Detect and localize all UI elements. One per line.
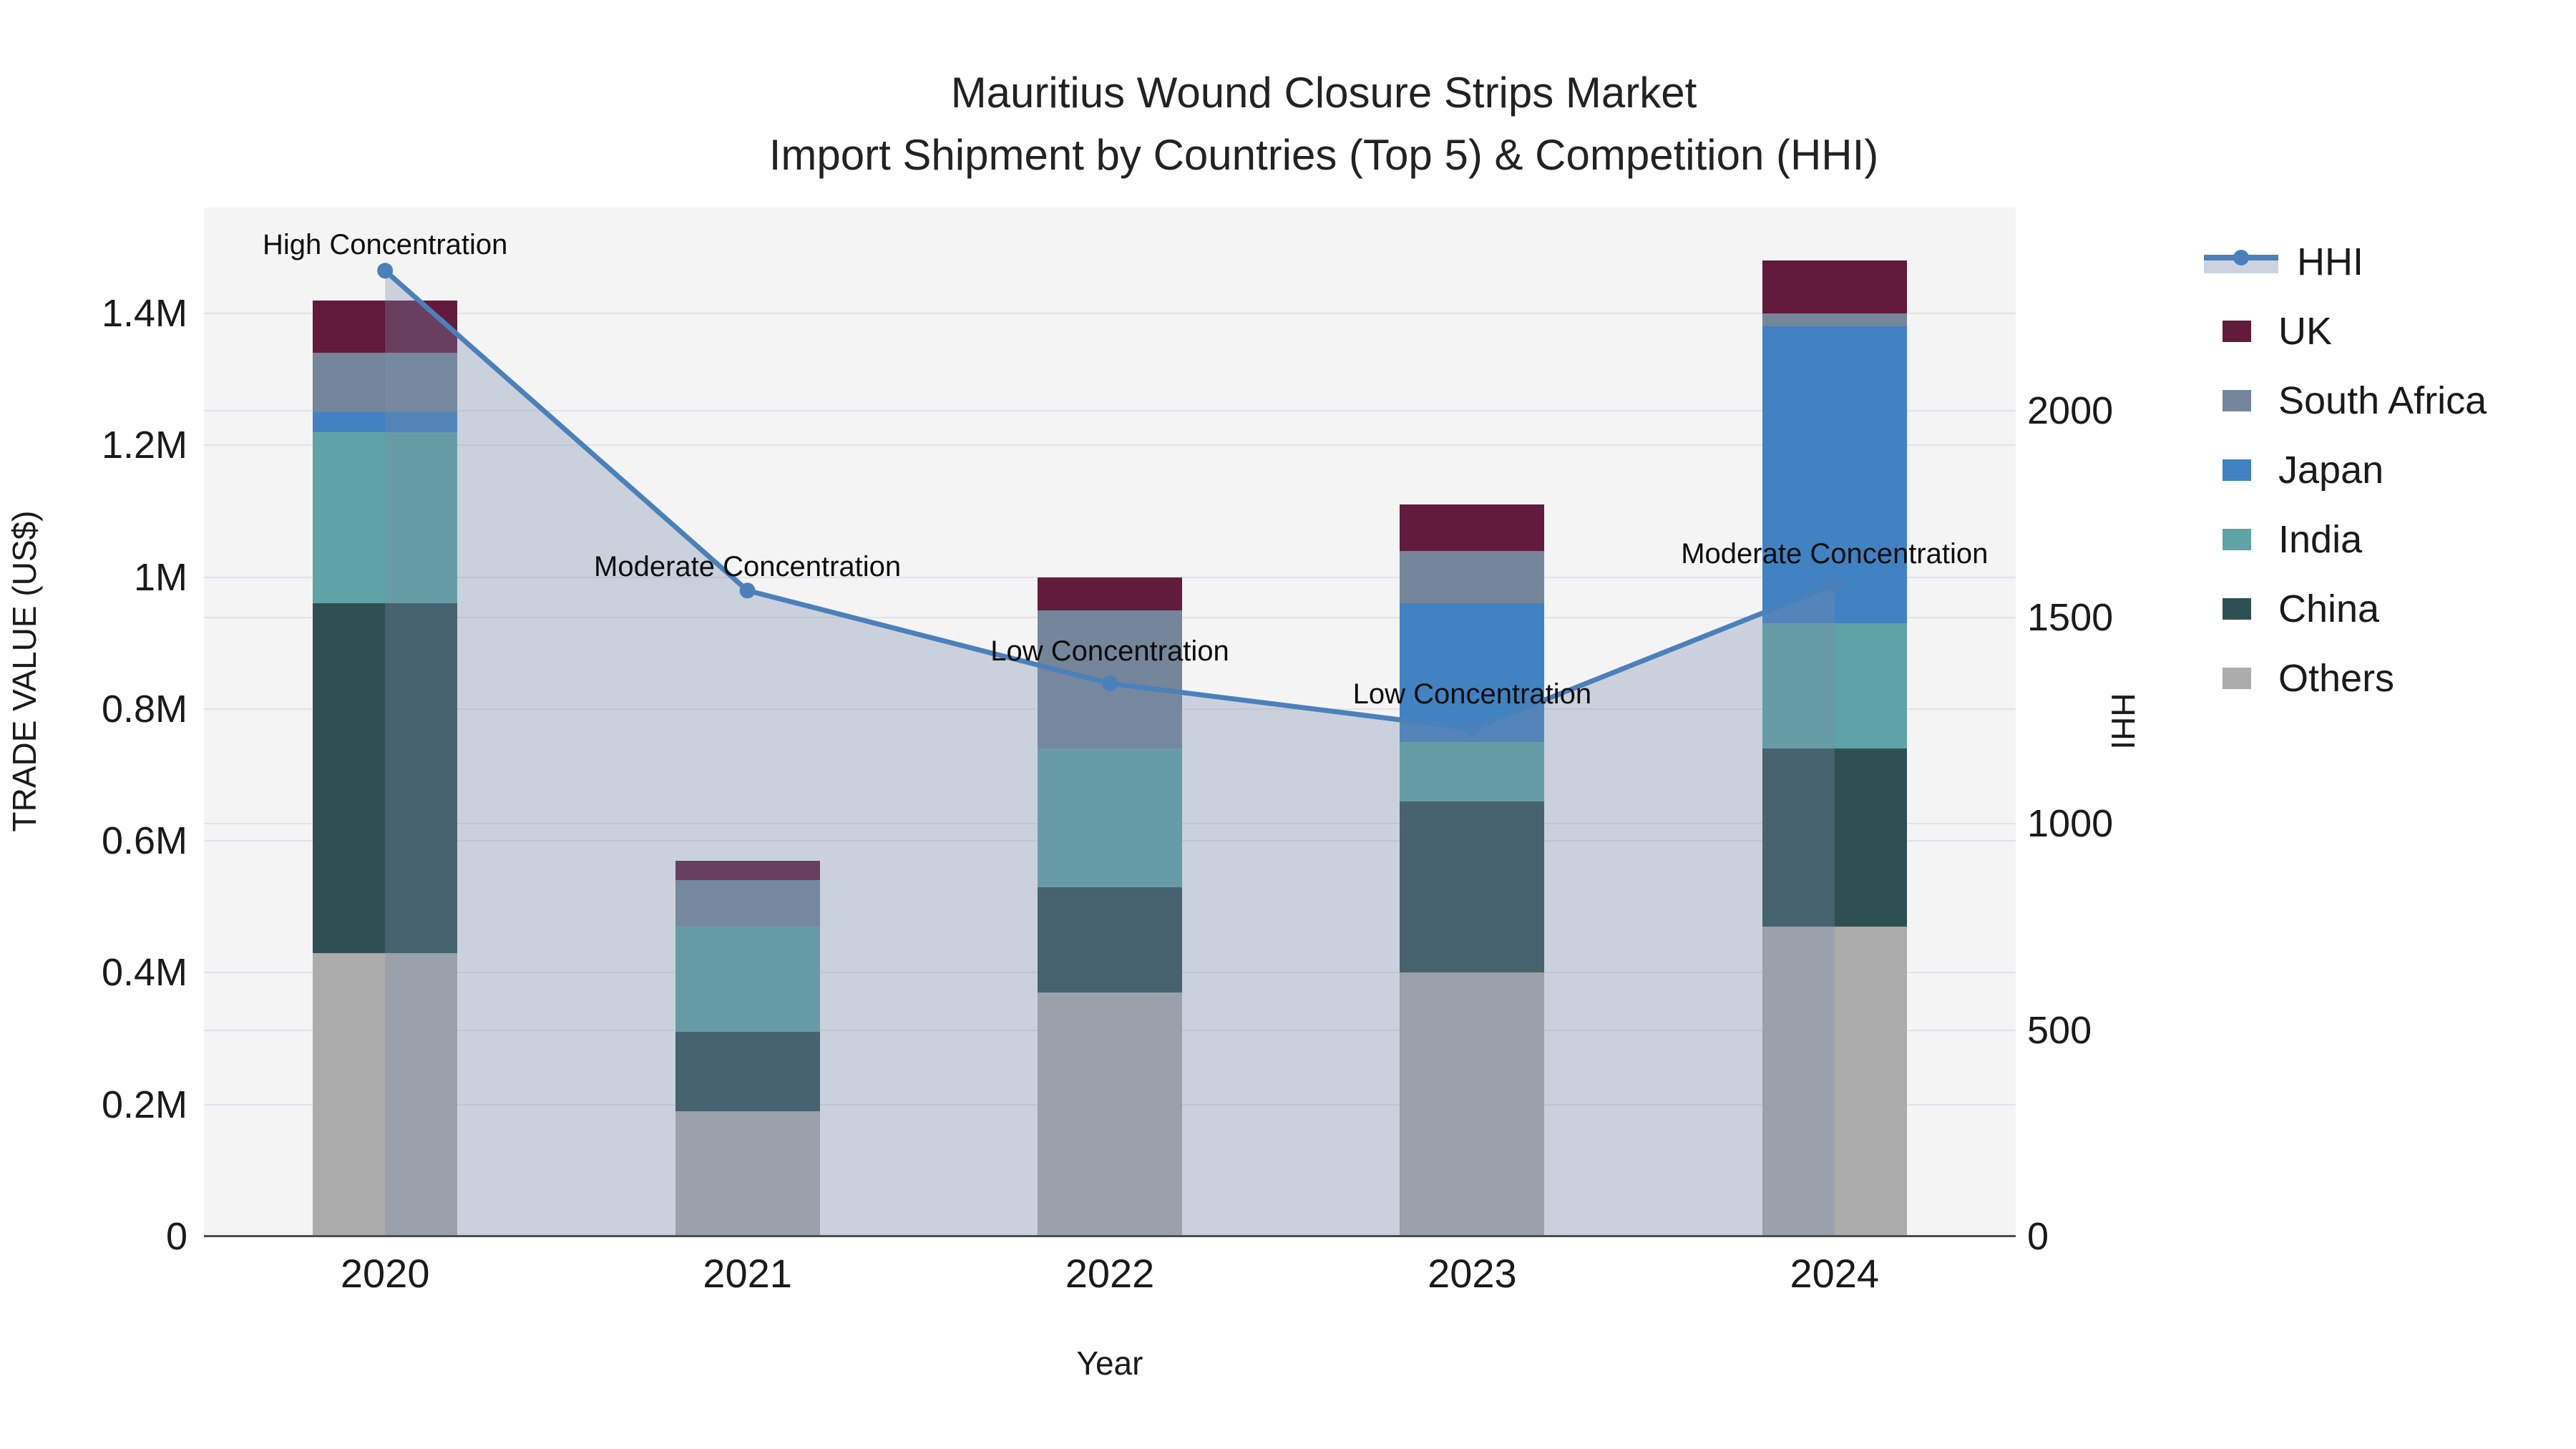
x-tick-2022: 2022 (1065, 1251, 1155, 1296)
bar-segment-others-2020[interactable] (313, 952, 458, 1236)
legend-swatch-icon (2223, 668, 2251, 689)
annotation-2023: Low Concentration (1352, 678, 1592, 711)
legend-swatch-icon (2223, 321, 2251, 342)
y-tick-left: 0.8M (101, 687, 187, 731)
legend-item-india[interactable]: India (2204, 514, 2362, 565)
hhi-line-legend-icon (2204, 246, 2278, 278)
y-tick-left: 1.2M (101, 424, 187, 467)
bar-segment-others-2022[interactable] (1038, 992, 1182, 1236)
bar-segment-others-2024[interactable] (1762, 926, 1907, 1236)
y-tick-right: 2000 (2027, 389, 2114, 433)
bar-segment-others-2021[interactable] (675, 1111, 820, 1236)
chart-subtitle: Import Shipment by Countries (Top 5) & C… (769, 131, 1879, 179)
bar-segment-others-2023[interactable] (1400, 972, 1545, 1236)
y-axis-left-title: TRADE VALUE (US$) (6, 510, 43, 832)
legend-swatch-icon (2223, 459, 2251, 481)
legend-swatch-icon (2223, 529, 2251, 550)
x-tick-2021: 2021 (703, 1251, 792, 1296)
annotation-2024: Moderate Concentration (1681, 538, 1989, 570)
legend-label: India (2278, 518, 2363, 561)
x-axis-title: Year (1076, 1345, 1143, 1382)
hhi-marker-2020[interactable] (377, 263, 394, 279)
y-tick-right: 1000 (2027, 802, 2114, 846)
y-tick-right: 0 (2027, 1215, 2049, 1258)
legend-item-hhi[interactable]: HHI (2204, 237, 2363, 287)
bar-segment-uk-2022[interactable] (1038, 577, 1182, 610)
y-tick-left: 0.4M (101, 951, 187, 995)
annotation-2022: Low Concentration (990, 635, 1229, 667)
legend-item-south-africa[interactable]: South Africa (2204, 376, 2487, 426)
bar-segment-uk-2024[interactable] (1762, 260, 1907, 314)
legend-label: Japan (2278, 449, 2384, 492)
legend-item-china[interactable]: China (2204, 584, 2379, 634)
y-tick-right: 500 (2027, 1008, 2092, 1052)
annotation-2021: Moderate Concentration (594, 550, 902, 582)
hhi-area-fill (385, 270, 1835, 1237)
bar-segment-china-2022[interactable] (1038, 887, 1182, 993)
hhi-marker-2022[interactable] (1102, 675, 1118, 692)
x-tick-2020: 2020 (340, 1251, 430, 1296)
x-tick-2023: 2023 (1428, 1251, 1517, 1296)
hhi-marker-2023[interactable] (1464, 721, 1480, 737)
hhi-marker-2024[interactable] (1826, 576, 1843, 592)
legend-label: UK (2278, 310, 2333, 353)
legend-item-others[interactable]: Others (2204, 653, 2394, 703)
legend-swatch-icon (2223, 390, 2251, 411)
legend-label: HHI (2297, 240, 2363, 283)
y-tick-left: 0 (165, 1215, 187, 1258)
y-tick-left: 1.4M (101, 292, 187, 336)
bar-segment-japan-2020[interactable] (313, 412, 458, 432)
bar-segment-china-2024[interactable] (1762, 748, 1907, 927)
gridline (204, 410, 2016, 412)
bar-segment-china-2020[interactable] (313, 603, 458, 953)
bar-segment-south-africa-2024[interactable] (1762, 313, 1907, 327)
y-tick-left: 0.2M (101, 1083, 187, 1126)
y-tick-right: 1500 (2027, 595, 2114, 639)
legend-label: South Africa (2278, 379, 2487, 422)
bar-segment-india-2021[interactable] (675, 926, 820, 1033)
hhi-marker-2021[interactable] (739, 582, 756, 599)
x-tick-2024: 2024 (1790, 1251, 1880, 1296)
bar-segment-china-2023[interactable] (1400, 801, 1545, 973)
y-axis-right-title: HHI (2104, 693, 2142, 750)
legend-item-japan[interactable]: Japan (2204, 445, 2384, 495)
bar-segment-japan-2023[interactable] (1400, 603, 1545, 742)
bar-segment-south-africa-2023[interactable] (1400, 550, 1545, 604)
y-tick-left: 1M (133, 555, 187, 599)
bar-segment-uk-2023[interactable] (1400, 504, 1545, 551)
bar-segment-south-africa-2021[interactable] (675, 880, 820, 927)
bar-segment-india-2022[interactable] (1038, 748, 1182, 887)
bar-segment-india-2020[interactable] (313, 431, 458, 604)
bar-segment-south-africa-2020[interactable] (313, 353, 458, 413)
bar-segment-china-2021[interactable] (675, 1032, 820, 1111)
bar-segment-india-2023[interactable] (1400, 741, 1545, 801)
gridline (204, 444, 2016, 447)
bar-segment-india-2024[interactable] (1762, 623, 1907, 749)
bar-segment-japan-2024[interactable] (1762, 326, 1907, 624)
legend-item-uk[interactable]: UK (2204, 306, 2332, 356)
legend-label: China (2278, 587, 2380, 630)
bar-segment-uk-2020[interactable] (313, 300, 458, 353)
y-tick-left: 0.6M (101, 819, 187, 863)
annotation-2020: High Concentration (262, 228, 508, 260)
gridline (204, 313, 2016, 315)
bar-segment-uk-2021[interactable] (675, 860, 820, 881)
legend-swatch-icon (2223, 598, 2251, 620)
chart-title: Mauritius Wound Closure Strips Market (950, 69, 1697, 117)
legend-label: Others (2278, 657, 2395, 700)
x-axis-line (204, 1235, 2016, 1237)
